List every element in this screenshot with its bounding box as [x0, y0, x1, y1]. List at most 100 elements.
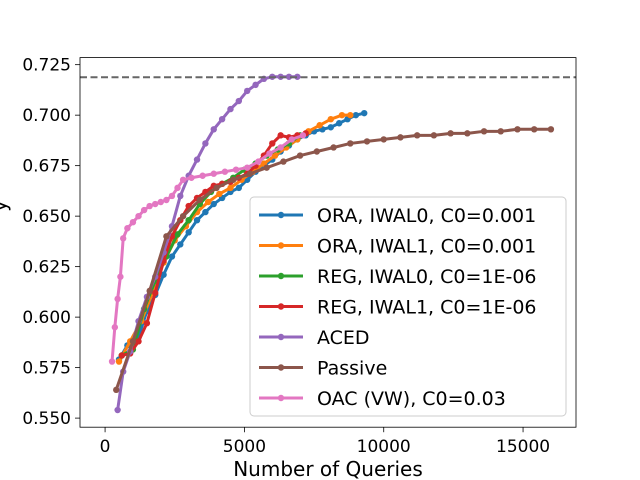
data-point [188, 174, 195, 181]
data-point [235, 97, 243, 105]
data-point [316, 122, 323, 129]
legend-swatch-marker [277, 333, 285, 341]
legend-label: ORA, IWAL1, C0=0.001 [317, 236, 536, 258]
plot-frame [79, 57, 577, 428]
y-tick-label: 0.675 [22, 157, 71, 177]
data-point [179, 212, 187, 220]
data-point [204, 198, 212, 206]
data-point [288, 136, 295, 143]
x-axis-label: Number of Queries [233, 457, 423, 480]
data-point [129, 338, 137, 345]
legend-entry: ORA, IWAL1, C0=0.001 [259, 236, 536, 258]
data-point [124, 225, 131, 232]
data-point [330, 144, 337, 151]
series-5 [113, 126, 555, 394]
data-point [227, 184, 234, 192]
data-point [168, 192, 176, 200]
data-point [547, 126, 555, 133]
data-point [531, 126, 538, 133]
legend-label: OAC (VW), C0=0.03 [317, 388, 506, 410]
data-point [210, 200, 217, 208]
y-tick-label: 0.575 [22, 359, 71, 379]
x-tick-label: 5000 [223, 437, 266, 457]
data-point [313, 148, 321, 155]
data-point [115, 358, 123, 365]
data-point [263, 164, 270, 171]
data-point [296, 152, 304, 159]
data-point [335, 120, 343, 127]
data-point [108, 358, 116, 365]
x-axis: 0 5000 10000 15000 [100, 427, 550, 457]
data-point [266, 150, 273, 157]
data-point [157, 198, 165, 206]
data-point [114, 295, 121, 303]
data-point [280, 158, 287, 165]
legend-box [249, 196, 567, 417]
series-6 [108, 132, 307, 365]
data-point [430, 132, 438, 139]
legend-swatch-marker [277, 303, 285, 310]
legend-swatch-marker [277, 272, 285, 280]
data-point [163, 233, 170, 240]
data-point [243, 87, 251, 95]
data-point [113, 386, 120, 394]
data-point [185, 216, 192, 224]
legend-label: ORA, IWAL0, C0=0.001 [317, 205, 536, 227]
data-point [514, 126, 521, 133]
data-point [361, 109, 368, 117]
data-point [143, 319, 151, 327]
x-tick-label: 0 [100, 437, 111, 457]
data-point [152, 200, 159, 208]
legend-swatch-marker [277, 242, 285, 249]
legend-swatch-marker [277, 364, 285, 371]
data-point [135, 338, 142, 345]
data-point [271, 152, 279, 159]
legend-entry: ACED [259, 327, 370, 349]
data-point [160, 271, 167, 278]
legend-swatch-marker [277, 211, 285, 219]
data-point [146, 287, 153, 295]
data-point [179, 176, 187, 183]
data-point [397, 134, 404, 141]
data-point [277, 132, 284, 139]
data-point [447, 130, 454, 137]
data-point [140, 206, 148, 214]
data-point [269, 140, 276, 147]
legend-entry: ORA, IWAL0, C0=0.001 [259, 205, 536, 227]
data-point [347, 111, 354, 119]
data-point [177, 192, 184, 200]
legend-entry: OAC (VW), C0=0.03 [259, 388, 506, 410]
data-point [213, 184, 220, 192]
data-point [202, 140, 209, 147]
data-point [243, 164, 251, 171]
y-tick-label: 0.625 [22, 258, 71, 278]
y-tick-label: 0.550 [22, 409, 71, 429]
data-point [146, 202, 153, 210]
data-point [218, 116, 226, 123]
data-point [111, 324, 119, 331]
data-point [185, 229, 192, 236]
y-tick-label: 0.700 [22, 106, 71, 126]
legend-entry: REG, IWAL1, C0=1E-06 [259, 297, 537, 319]
data-point [129, 219, 137, 226]
y-axis: 0.550 0.575 0.600 0.625 0.650 0.675 0.700 0.725 [22, 56, 80, 429]
data-point [174, 231, 181, 238]
legend-entry: Passive [259, 358, 387, 380]
y-axis-label: y [0, 200, 11, 212]
data-point [464, 130, 471, 137]
data-point [352, 111, 360, 119]
data-point [497, 128, 504, 135]
data-point [235, 184, 243, 192]
data-point [177, 241, 184, 248]
legend-swatch-marker [277, 394, 285, 402]
data-point [413, 132, 421, 139]
data-point [480, 128, 488, 135]
data-point [327, 124, 334, 131]
data-point [299, 132, 307, 139]
data-point [163, 196, 170, 204]
data-point [252, 81, 259, 89]
x-tick-label: 15000 [496, 437, 550, 457]
data-point [277, 144, 284, 151]
data-point [363, 138, 371, 145]
